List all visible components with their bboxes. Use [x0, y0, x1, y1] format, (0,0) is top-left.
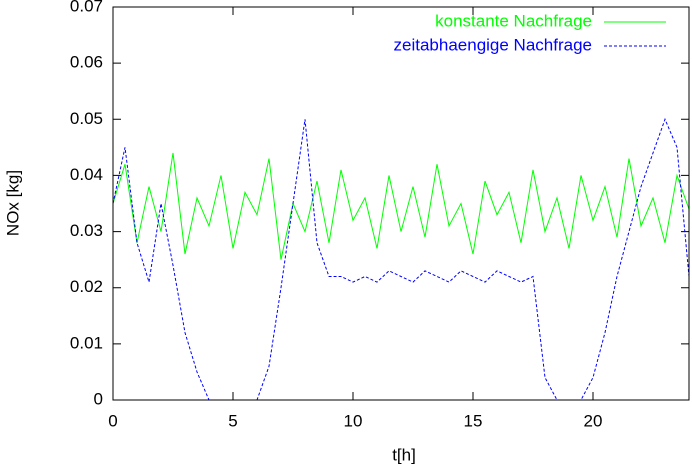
- x-tick-label: 20: [584, 411, 603, 430]
- y-axis-label: NOx [kg]: [3, 170, 22, 236]
- y-tick-label: 0: [94, 389, 103, 408]
- x-tick-label: 15: [464, 411, 483, 430]
- series-line: [112, 152, 690, 260]
- y-tick-label: 0.06: [70, 53, 103, 72]
- y-tick-label: 0.05: [70, 109, 103, 128]
- x-tick-label: 5: [228, 411, 237, 430]
- series-line: [112, 117, 690, 401]
- y-tick-label: 0.03: [70, 221, 103, 240]
- y-tick-label: 0.01: [70, 333, 103, 352]
- x-axis-label: t[h]: [392, 445, 416, 464]
- x-tick-label: 0: [108, 411, 117, 430]
- legend-label: konstante Nachfrage: [435, 11, 592, 30]
- x-tick-label: 10: [344, 411, 363, 430]
- y-tick-label: 0.04: [70, 165, 103, 184]
- y-tick-label: 0.02: [70, 277, 103, 296]
- legend-label: zeitabhaengige Nachfrage: [394, 35, 592, 54]
- plot-frame: [112, 6, 690, 401]
- y-tick-label: 0.07: [70, 0, 103, 15]
